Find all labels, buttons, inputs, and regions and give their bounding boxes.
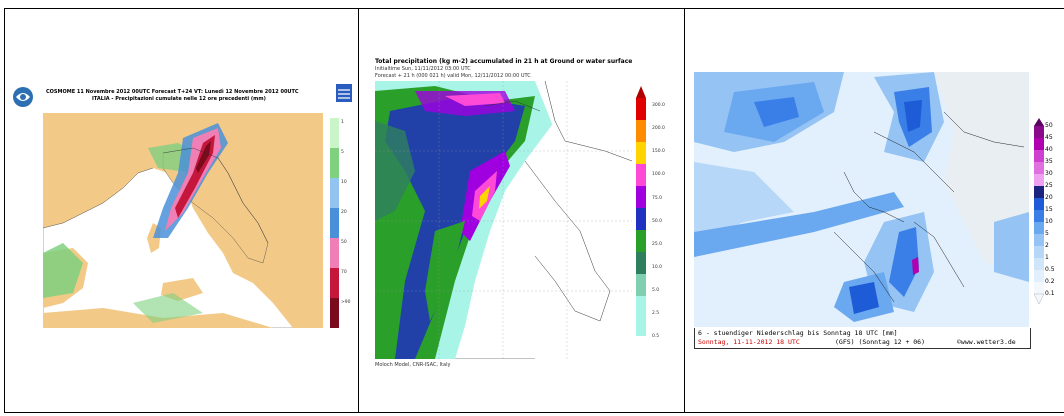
p3-scale-label: 50 — [1045, 122, 1053, 129]
panel3-colorscale — [1034, 118, 1044, 305]
p3-scale-label: 25 — [1045, 182, 1053, 189]
europe-precip-map — [694, 72, 1029, 327]
top-border — [4, 8, 1064, 9]
p1-legend-label: 70 — [341, 270, 347, 275]
p3-scale-label: 2 — [1045, 242, 1049, 249]
p2-scale-label: 10.0 — [652, 265, 663, 270]
panel1-title-line1: COSMOME 11 Novembre 2012 00UTC Forecast … — [46, 89, 299, 95]
p1-legend-label: 1 — [341, 120, 344, 125]
panel1-title-line2: ITALIA - Precipitazioni cumulate nelle 1… — [92, 96, 266, 102]
italy-precip-map — [43, 113, 323, 328]
p2-scale-label: 5.0 — [652, 288, 660, 293]
p1-legend-label: 20 — [341, 210, 347, 215]
caption-site: ©www.wetter3.de — [957, 338, 1016, 346]
p2-scale-label: 100.0 — [652, 172, 665, 177]
p3-scale-label: 0.1 — [1045, 290, 1055, 297]
p2-scale-label: 2.5 — [652, 311, 660, 316]
p3-scale-label: 20 — [1045, 194, 1053, 201]
p1-legend-label: >90 — [341, 300, 351, 305]
p3-scale-label: 15 — [1045, 206, 1053, 213]
bottom-border — [4, 412, 1064, 413]
left-border — [4, 8, 5, 413]
caption-line1: 6 - stuendiger Niederschlag bis Sonntag … — [698, 329, 898, 337]
p2-scale-label: 200.0 — [652, 126, 665, 131]
panel1-legend — [330, 118, 339, 328]
p3-scale-label: 10 — [1045, 218, 1053, 225]
caption-model: (GFS) (Sonntag 12 + 06) — [835, 338, 926, 346]
p2-scale-label: 150.0 — [652, 149, 665, 154]
p3-scale-label: 35 — [1045, 158, 1053, 165]
panel2-footer: Moloch Model, CNR-ISAC, Italy — [375, 362, 451, 368]
caption-date: Sonntag, 11-11-2012 18 UTC — [698, 338, 800, 346]
p3-scale-label: 0.5 — [1045, 266, 1055, 273]
p3-scale-label: 30 — [1045, 170, 1053, 177]
p3-scale-label: 40 — [1045, 146, 1053, 153]
p2-scale-label: 300.0 — [652, 103, 665, 108]
p3-scale-label: 1 — [1045, 254, 1049, 261]
divider-1 — [358, 8, 359, 413]
p2-scale-label: 75.0 — [652, 196, 663, 201]
panel2-initial-time: Initialtime Sun, 11/11/2012 03:00 UTC — [375, 66, 471, 72]
p2-scale-label: 50.0 — [652, 219, 663, 224]
panel2-title: Total precipitation (kg m-2) accumulated… — [375, 58, 633, 65]
panel2-forecast-line: Forecast + 21 h (000 021 h) valid Mon, 1… — [375, 73, 531, 79]
gfs-panel: 50 45 40 35 30 25 20 15 10 5 2 1 0.5 0.2… — [694, 72, 1059, 352]
p1-legend-label: 50 — [341, 240, 347, 245]
p1-legend-label: 10 — [341, 180, 347, 185]
divider-2 — [684, 8, 685, 413]
p2-scale-label: 0.5 — [652, 334, 660, 339]
p1-legend-label: 5 — [341, 150, 344, 155]
moloch-panel: Total precipitation (kg m-2) accumulated… — [372, 58, 677, 383]
p3-scale-label: 45 — [1045, 134, 1053, 141]
panel3-caption: 6 - stuendiger Niederschlag bis Sonntag … — [694, 328, 1031, 349]
p3-scale-label: 5 — [1045, 230, 1049, 237]
panel2-colorscale — [636, 86, 646, 336]
p2-scale-label: 25.0 — [652, 242, 663, 247]
moloch-precip-map — [375, 81, 632, 359]
emblem-icon — [336, 84, 352, 102]
p3-scale-label: 0.2 — [1045, 278, 1055, 285]
logo-icon — [13, 87, 33, 107]
cosmo-me-panel: COSMOME 11 Novembre 2012 00UTC Forecast … — [10, 80, 355, 330]
